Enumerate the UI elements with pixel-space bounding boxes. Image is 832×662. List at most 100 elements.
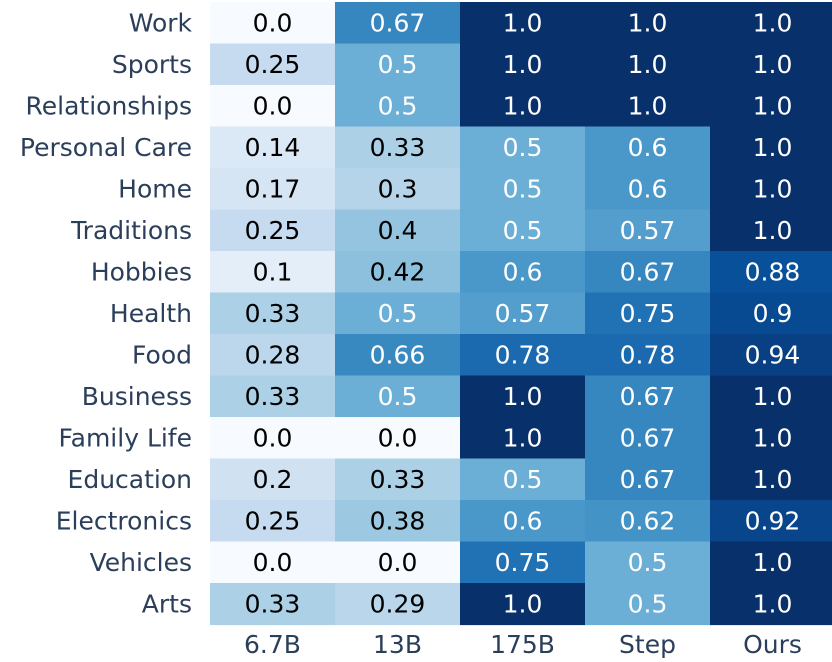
- heatmap-cell: [710, 251, 832, 294]
- heatmap-cell: [460, 2, 586, 45]
- cell-value-label: 1.0: [753, 216, 793, 245]
- heatmap-cell: [335, 85, 461, 128]
- heatmap-cell: [460, 375, 586, 418]
- cell-value-label: 0.67: [370, 8, 426, 37]
- row-label: Family Life: [59, 423, 192, 452]
- heatmap-cell: [585, 85, 711, 128]
- heatmap-cell: [710, 500, 832, 543]
- cell-value-label: 0.25: [245, 216, 301, 245]
- cell-value-label: 0.5: [628, 589, 668, 618]
- cell-value-label: 0.78: [620, 340, 676, 369]
- cell-value-label: 0.67: [620, 257, 676, 286]
- heatmap-cell: [335, 500, 461, 543]
- heatmap-cell: [335, 334, 461, 377]
- heatmap-cell: [335, 417, 461, 460]
- cell-value-label: 0.33: [370, 133, 426, 162]
- heatmap-cell: [585, 168, 711, 211]
- cell-value-label: 0.0: [378, 423, 418, 452]
- heatmap-cell: [585, 43, 711, 86]
- cell-value-label: 1.0: [503, 50, 543, 79]
- heatmap-cell: [210, 2, 336, 45]
- heatmap-cell: [210, 85, 336, 128]
- heatmap-cell: [585, 209, 711, 252]
- heatmap-cell: [710, 334, 832, 377]
- cell-value-label: 0.17: [245, 174, 301, 203]
- heatmap-cell: [335, 168, 461, 211]
- cell-value-label: 0.3: [378, 174, 418, 203]
- heatmap-cell: [710, 458, 832, 501]
- column-label: Step: [619, 630, 676, 659]
- cell-value-label: 1.0: [503, 91, 543, 120]
- heatmap-cell: [710, 85, 832, 128]
- heatmap-cell: [460, 541, 586, 584]
- heatmap-cell: [210, 126, 336, 169]
- heatmap-cell: [460, 168, 586, 211]
- column-label: 6.7B: [244, 630, 301, 659]
- heatmap-cell: [585, 583, 711, 626]
- column-label: 13B: [373, 630, 422, 659]
- row-labels: Work Sports Relationships Personal Care Home…: [20, 8, 193, 618]
- column-label: Ours: [743, 630, 802, 659]
- cell-value-label: 0.5: [378, 382, 418, 411]
- row-label: Relationships: [26, 91, 193, 120]
- cell-value-label: 0.28: [245, 340, 301, 369]
- heatmap-cell: [460, 126, 586, 169]
- cell-value-label: 0.14: [245, 133, 301, 162]
- heatmap-cell: [210, 334, 336, 377]
- row-label: Home: [118, 174, 192, 203]
- cell-value-label: 0.1: [253, 257, 293, 286]
- heatmap-cell: [710, 168, 832, 211]
- cell-value-label: 1.0: [628, 91, 668, 120]
- heatmap-cell: [585, 292, 711, 335]
- heatmap-cell: [210, 583, 336, 626]
- heatmap-cell: [335, 292, 461, 335]
- row-label: Work: [129, 8, 193, 37]
- row-label: Business: [82, 382, 192, 411]
- row-label: Traditions: [70, 216, 192, 245]
- cell-value-label: 0.66: [370, 340, 426, 369]
- heatmap-cell: [210, 375, 336, 418]
- cell-value-label: 1.0: [753, 133, 793, 162]
- heatmap-cell: [460, 43, 586, 86]
- heatmap-cell: [210, 43, 336, 86]
- heatmap-cell: [585, 458, 711, 501]
- row-label: Electronics: [56, 506, 192, 535]
- row-label: Education: [68, 465, 192, 494]
- cell-value-label: 0.6: [628, 133, 668, 162]
- cell-value-label: 0.75: [495, 548, 551, 577]
- heatmap-cell: [585, 375, 711, 418]
- cell-value-label: 0.0: [253, 548, 293, 577]
- cell-value-label: 1.0: [503, 382, 543, 411]
- cell-value-label: 0.5: [628, 548, 668, 577]
- cell-value-label: 1.0: [503, 589, 543, 618]
- row-label: Personal Care: [20, 133, 192, 162]
- heatmap-cell: [210, 458, 336, 501]
- row-label: Health: [110, 299, 192, 328]
- heatmap-cell: [710, 126, 832, 169]
- heatmap-cell: [210, 251, 336, 294]
- heatmap-cell: [460, 334, 586, 377]
- cell-value-label: 0.25: [245, 50, 301, 79]
- cell-value-label: 0.0: [253, 423, 293, 452]
- heatmap-cell: [210, 292, 336, 335]
- heatmap-cell: [335, 541, 461, 584]
- column-label: 175B: [490, 630, 555, 659]
- heatmap-cell: [710, 292, 832, 335]
- heatmap-cell: [710, 541, 832, 584]
- cell-value-label: 0.2: [253, 465, 293, 494]
- heatmap-cell: [460, 417, 586, 460]
- heatmap-cell: [710, 43, 832, 86]
- cell-value-label: 0.5: [378, 91, 418, 120]
- heatmap-cell: [335, 126, 461, 169]
- cell-value-label: 1.0: [753, 91, 793, 120]
- cell-value-label: 0.33: [245, 589, 301, 618]
- cell-value-label: 0.5: [378, 299, 418, 328]
- heatmap-cell: [210, 541, 336, 584]
- heatmap-cell: [710, 375, 832, 418]
- heatmap-cell: [585, 2, 711, 45]
- cell-value-label: 1.0: [753, 548, 793, 577]
- cell-value-label: 0.92: [745, 506, 801, 535]
- cell-value-label: 0.67: [620, 382, 676, 411]
- cell-value-label: 0.4: [378, 216, 418, 245]
- heatmap-cell: [210, 168, 336, 211]
